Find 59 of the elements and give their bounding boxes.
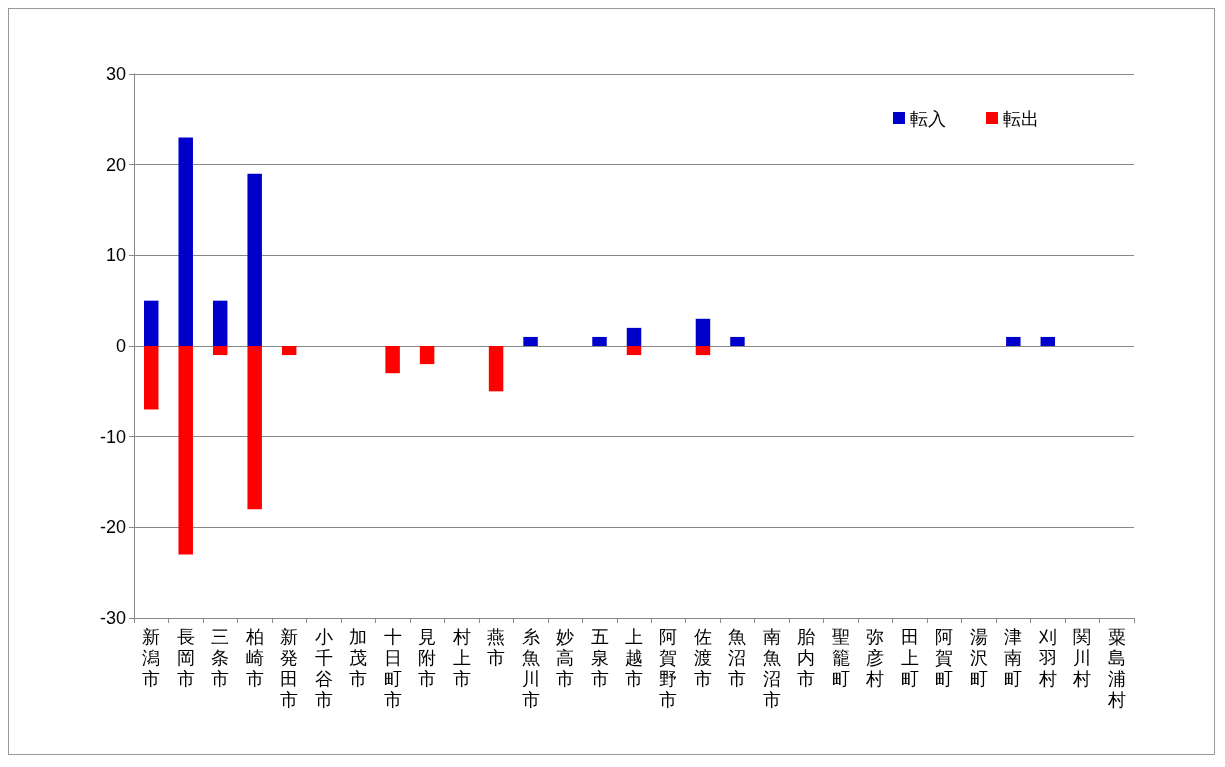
x-tick-label: 阿賀町 [935, 626, 954, 689]
bar [695, 346, 711, 356]
x-tick-label: 佐渡市 [693, 626, 712, 689]
bar [695, 318, 711, 346]
x-tick-label: 糸魚川市 [521, 626, 540, 710]
x-tick-label: 上越市 [625, 626, 643, 689]
x-tick-label: 弥彦村 [865, 626, 885, 689]
x-tick-label: 燕市 [487, 626, 506, 668]
x-tick-label: 新潟市 [142, 626, 161, 689]
bar [144, 300, 159, 346]
x-tick-label: 関川村 [1072, 626, 1092, 689]
x-tick-label: 妙高市 [556, 626, 575, 689]
x-tick-label: 胎内市 [797, 626, 816, 689]
y-tick-label: -10 [99, 426, 126, 447]
bar [626, 346, 642, 356]
bar [419, 346, 435, 365]
bar [247, 346, 262, 510]
x-tick-label: 五泉市 [590, 626, 609, 689]
bar [144, 346, 159, 410]
x-tick-label: 津南町 [1004, 626, 1023, 689]
bar [178, 137, 193, 346]
x-tick-label: 三条市 [211, 626, 230, 689]
bar [592, 336, 607, 346]
x-tick-label: 長岡市 [176, 626, 195, 689]
x-tick-label: 柏崎市 [244, 626, 264, 689]
x-tick-label: 見附市 [418, 626, 437, 689]
bar [1006, 336, 1021, 346]
x-tick-label: 加茂市 [349, 626, 368, 689]
x-tick-label: 小千谷市 [314, 626, 333, 710]
y-tick-label: 30 [105, 64, 126, 84]
bar [385, 346, 400, 374]
x-tick-label: 粟島浦村 [1106, 626, 1126, 710]
x-tick-label: 湯沢町 [969, 626, 988, 689]
x-tick-label: 魚沼市 [728, 626, 747, 689]
x-tick-label: 阿賀野市 [659, 626, 678, 710]
bar [730, 336, 745, 346]
legend-label: 転出 [1003, 107, 1039, 129]
bar [523, 336, 538, 346]
x-tick-label: 刈羽村 [1037, 626, 1057, 689]
bar [488, 346, 504, 392]
y-tick-label: 0 [115, 336, 126, 356]
y-tick-label: 20 [105, 154, 126, 175]
x-tick-label: 十日町市 [383, 626, 402, 710]
bar [178, 346, 193, 555]
legend-label: 転入 [910, 107, 946, 129]
y-tick-label: -20 [99, 517, 126, 538]
bar [212, 300, 228, 346]
y-tick-label: 10 [105, 245, 126, 266]
x-tick-label: 南魚沼市 [762, 626, 781, 710]
y-tick-label: -30 [99, 608, 126, 628]
bar [281, 346, 297, 356]
x-tick-label: 村上市 [451, 626, 471, 689]
bar [626, 327, 642, 346]
x-tick-label: 新発田市 [280, 626, 299, 710]
x-tick-label: 聖籠町 [831, 626, 850, 689]
bar [247, 173, 262, 346]
bar [1040, 336, 1056, 346]
x-tick-label: 田上町 [900, 626, 919, 689]
bar [212, 346, 228, 356]
